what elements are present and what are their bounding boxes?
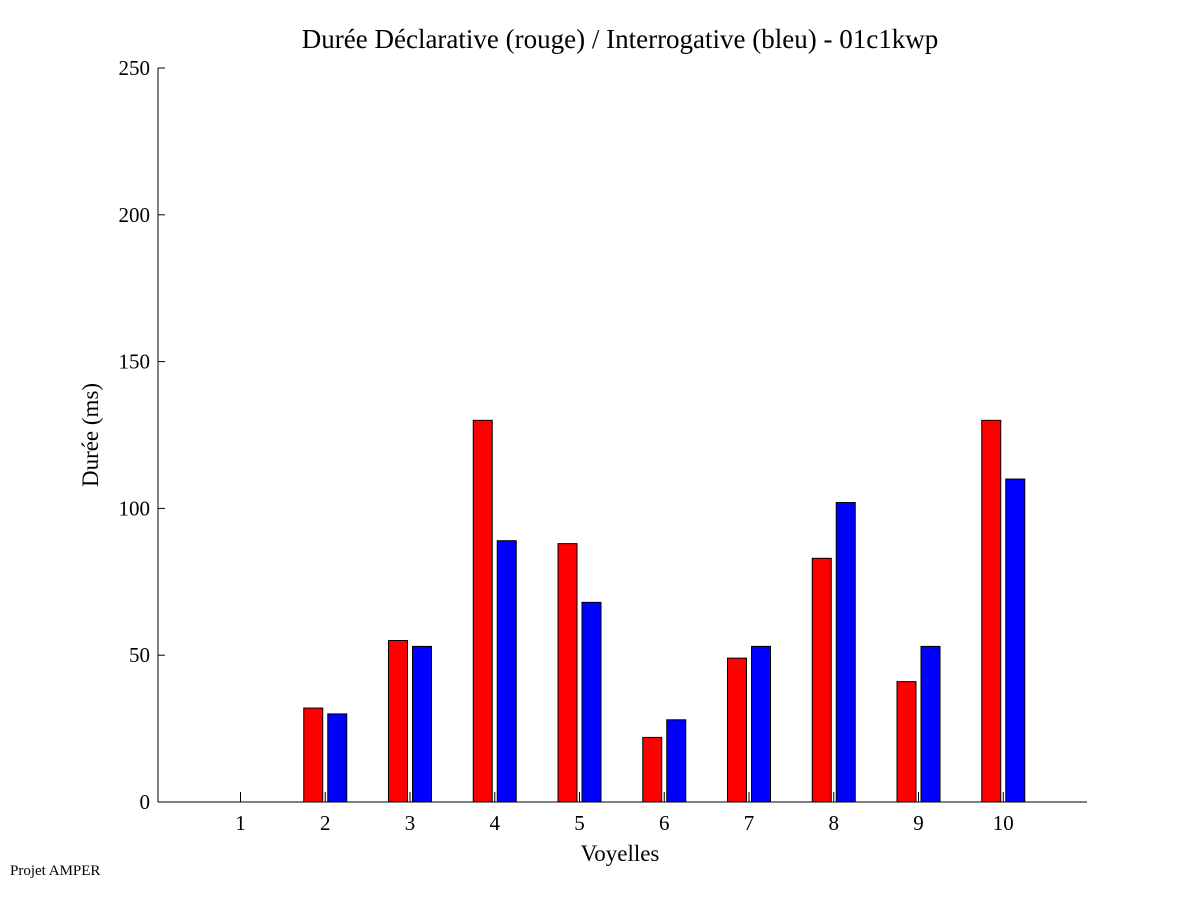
x-tick-label: 1 — [235, 811, 246, 835]
y-tick-label: 0 — [140, 790, 151, 814]
bar-series-2 — [496, 540, 517, 803]
bar-series-2 — [1005, 478, 1026, 803]
y-axis-label: Durée (ms) — [78, 383, 103, 487]
x-tick-label: 4 — [490, 811, 501, 835]
chart-title: Durée Déclarative (rouge) / Interrogativ… — [302, 24, 938, 54]
x-tick-label: 6 — [659, 811, 670, 835]
ticks-group: 0 50 100 150 200 250 1 2 3 4 5 6 7 8 9 10 — [119, 56, 1014, 835]
x-tick-label: 2 — [320, 811, 331, 835]
bar-series-2 — [920, 645, 941, 803]
bar-series-1 — [557, 543, 578, 803]
bars-group — [303, 419, 1026, 803]
bar-series-1 — [472, 419, 493, 803]
bar-series-1 — [727, 657, 747, 803]
x-axis-label: Voyelles — [581, 841, 660, 866]
bar-series-1 — [303, 707, 324, 803]
bar-series-1 — [388, 640, 408, 803]
bar-series-2 — [327, 713, 348, 803]
x-tick-label: 10 — [993, 811, 1014, 835]
y-tick-label: 250 — [119, 56, 151, 80]
x-tick-label: 9 — [913, 811, 924, 835]
x-tick-label: 3 — [405, 811, 416, 835]
bar-series-1 — [642, 736, 663, 803]
bar-series-2 — [666, 719, 687, 803]
bar-series-2 — [581, 601, 602, 803]
x-tick-label: 8 — [829, 811, 840, 835]
bar-series-1 — [981, 419, 1002, 803]
y-tick-label: 100 — [119, 496, 151, 520]
y-tick-label: 150 — [119, 350, 151, 374]
bar-series-2 — [751, 645, 771, 803]
bar-series-2 — [412, 645, 432, 803]
bar-series-1 — [896, 681, 917, 803]
y-tick-label: 200 — [119, 203, 151, 227]
bar-series-1 — [811, 557, 832, 803]
x-tick-label: 7 — [744, 811, 755, 835]
y-tick-label: 50 — [129, 643, 150, 667]
axes-group — [157, 68, 1087, 803]
footer-credit: Projet AMPER — [10, 863, 101, 879]
bar-series-2 — [835, 502, 856, 803]
x-tick-label: 5 — [574, 811, 585, 835]
